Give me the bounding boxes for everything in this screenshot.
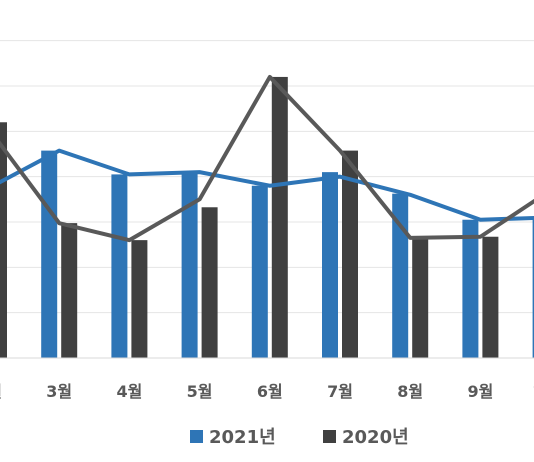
bar-series2-1 (61, 223, 78, 358)
x-tick-label-8: 10월 (532, 382, 534, 401)
bar-series2-4 (271, 76, 288, 358)
bar-series (0, 76, 534, 359)
line-series2 (0, 74, 534, 243)
bar-series1-1 (41, 150, 58, 358)
bar-series2-2 (131, 240, 148, 358)
bar-series1-4 (251, 185, 268, 358)
bar-series1-8 (532, 217, 534, 358)
x-tick-label-4: 6월 (257, 382, 283, 401)
x-tick-label-0: 2월 (0, 382, 2, 401)
x-tick-label-6: 8월 (397, 382, 423, 401)
line-series1 (0, 148, 534, 222)
x-tick-label-7: 9월 (467, 382, 493, 401)
line-series (0, 74, 534, 243)
x-tick-label-1: 3월 (46, 382, 72, 401)
x-tick-label-5: 7월 (327, 382, 353, 401)
x-tick-label-3: 5월 (187, 382, 213, 401)
bar-series1-7 (462, 219, 479, 358)
bar-series1-2 (111, 174, 128, 358)
bar-series2-0 (0, 122, 7, 359)
bar-series2-5 (342, 150, 358, 358)
legend-label-1: 2021년 (209, 427, 276, 448)
bar-series2-3 (201, 207, 218, 358)
x-axis-ticks: 2월 3월 4월 5월 6월 7월 8월 9월 10월 (0, 382, 534, 401)
bar-series2-6 (412, 239, 429, 358)
bar-series2-7 (482, 236, 499, 358)
legend-swatch-2 (323, 430, 336, 443)
x-tick-label-2: 4월 (116, 382, 142, 401)
legend: 2021년 2020년 (190, 427, 409, 448)
bar-series1-5 (322, 172, 338, 358)
bar-series1-3 (181, 172, 198, 358)
bar-series1-6 (392, 193, 409, 358)
legend-label-2: 2020년 (342, 427, 409, 448)
legend-swatch-1 (190, 430, 203, 443)
